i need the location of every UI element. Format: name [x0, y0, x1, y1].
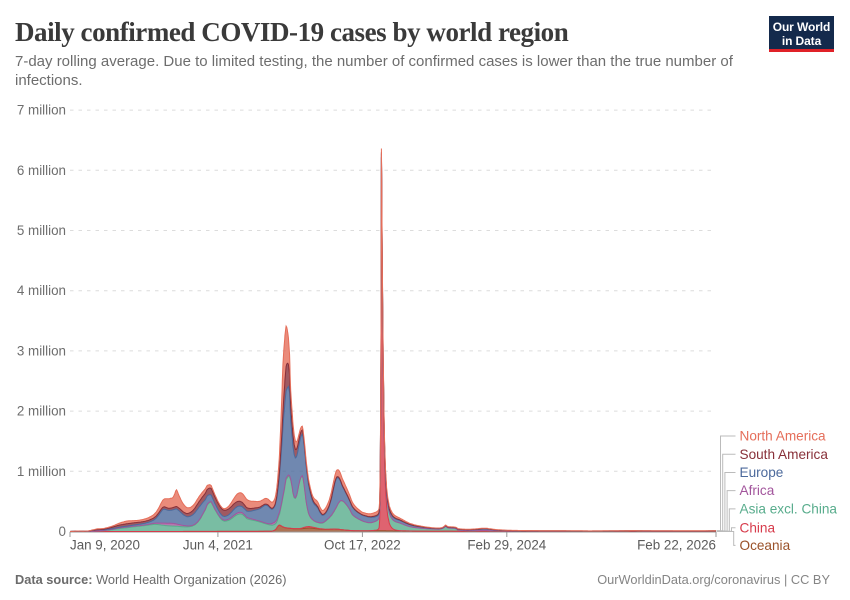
svg-text:Feb 22, 2026: Feb 22, 2026 — [637, 538, 716, 553]
svg-text:North America: North America — [740, 429, 827, 444]
svg-text:Feb 29, 2024: Feb 29, 2024 — [467, 538, 546, 553]
svg-text:7 million: 7 million — [17, 103, 66, 118]
svg-text:4 million: 4 million — [17, 283, 66, 298]
svg-text:Asia excl. China: Asia excl. China — [740, 502, 838, 517]
svg-text:Oceania: Oceania — [740, 538, 791, 553]
svg-text:Jun 4, 2021: Jun 4, 2021 — [183, 538, 253, 553]
svg-text:Africa: Africa — [740, 483, 775, 498]
svg-text:3 million: 3 million — [17, 343, 66, 358]
svg-text:Oct 17, 2022: Oct 17, 2022 — [324, 538, 401, 553]
svg-text:South America: South America — [740, 447, 829, 462]
svg-text:Jan 9, 2020: Jan 9, 2020 — [70, 538, 140, 553]
svg-text:5 million: 5 million — [17, 223, 66, 238]
svg-text:1 million: 1 million — [17, 464, 66, 479]
svg-text:China: China — [740, 520, 776, 535]
svg-text:Europe: Europe — [740, 465, 784, 480]
svg-text:2 million: 2 million — [17, 404, 66, 419]
svg-text:0: 0 — [59, 524, 66, 539]
svg-text:6 million: 6 million — [17, 163, 66, 178]
